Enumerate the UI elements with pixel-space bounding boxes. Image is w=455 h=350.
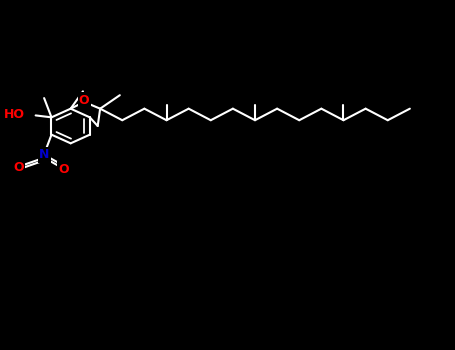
Text: O: O bbox=[59, 163, 69, 176]
Text: O: O bbox=[13, 161, 24, 174]
Text: O: O bbox=[79, 94, 90, 107]
Text: HO: HO bbox=[4, 107, 25, 120]
Text: N: N bbox=[39, 148, 49, 161]
